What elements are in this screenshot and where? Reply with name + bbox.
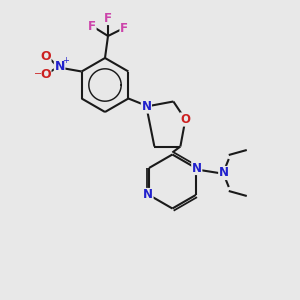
- Text: N: N: [54, 60, 65, 73]
- Text: N: N: [219, 167, 229, 179]
- Text: F: F: [104, 11, 112, 25]
- Text: O: O: [40, 68, 51, 81]
- Text: N: N: [192, 161, 202, 175]
- Text: O: O: [180, 113, 190, 126]
- Text: F: F: [88, 20, 96, 32]
- Text: −: −: [34, 70, 42, 80]
- Text: O: O: [40, 50, 51, 63]
- Text: N: N: [143, 188, 153, 202]
- Text: N: N: [141, 100, 152, 113]
- Text: +: +: [62, 56, 69, 65]
- Text: F: F: [120, 22, 128, 34]
